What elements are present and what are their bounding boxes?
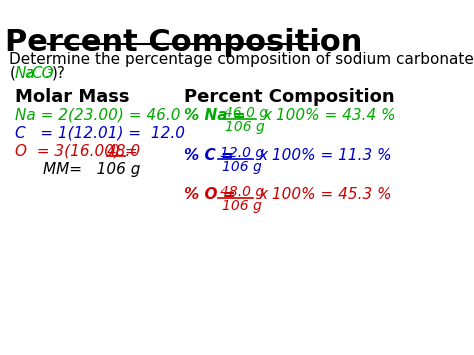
Text: Molar Mass: Molar Mass [16, 88, 130, 106]
Text: x 100% = 11.3 %: x 100% = 11.3 % [259, 148, 392, 163]
Text: 2: 2 [27, 69, 34, 79]
Text: 3: 3 [46, 69, 54, 79]
Text: Na = 2(23.00) = 46.0: Na = 2(23.00) = 46.0 [16, 108, 181, 123]
Text: MM=   106 g: MM= 106 g [43, 162, 140, 177]
Text: 106 g: 106 g [221, 160, 261, 174]
Text: % Na =: % Na = [183, 108, 245, 123]
Text: 106 g: 106 g [221, 199, 261, 213]
Text: )?: )? [52, 66, 66, 81]
Text: 46.0 g: 46.0 g [224, 106, 268, 120]
Text: C   = 1(12.01) =  12.0: C = 1(12.01) = 12.0 [16, 126, 185, 141]
Text: Determine the percentage composition of sodium carbonate: Determine the percentage composition of … [9, 52, 474, 67]
Text: O  = 3(16.00) =: O = 3(16.00) = [16, 144, 143, 159]
Text: % C =: % C = [183, 148, 233, 163]
Text: Na: Na [15, 66, 36, 81]
Text: (: ( [9, 66, 15, 81]
Text: 106 g: 106 g [226, 120, 265, 134]
Text: CO: CO [31, 66, 54, 81]
Text: Percent Composition: Percent Composition [5, 28, 362, 57]
Text: Percent Composition: Percent Composition [183, 88, 394, 106]
Text: 48.0 g: 48.0 g [220, 185, 264, 199]
Text: 48.0: 48.0 [107, 144, 141, 159]
Text: x 100% = 45.3 %: x 100% = 45.3 % [259, 187, 392, 202]
Text: x 100% = 43.4 %: x 100% = 43.4 % [263, 108, 396, 123]
Text: 12.0 g: 12.0 g [220, 146, 264, 160]
Text: % O =: % O = [183, 187, 235, 202]
